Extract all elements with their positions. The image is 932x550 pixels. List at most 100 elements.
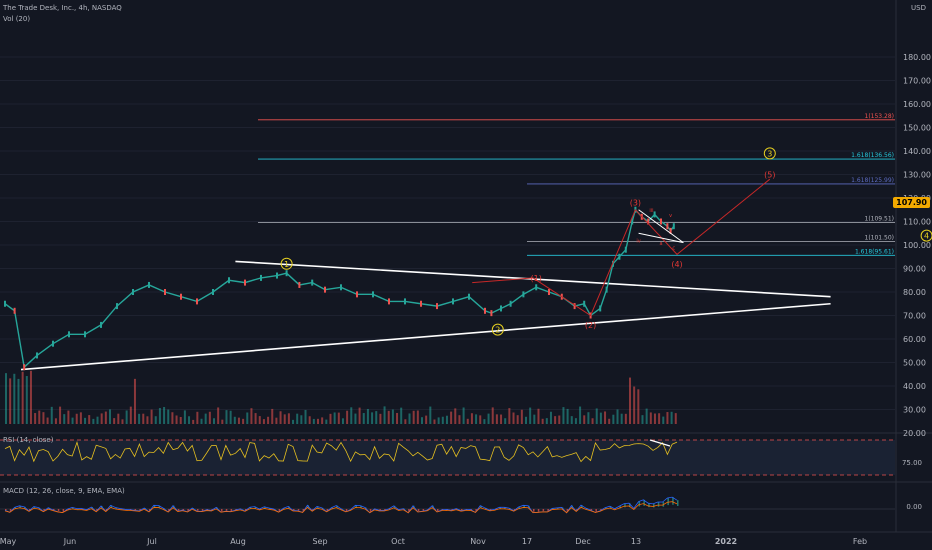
volume-bar <box>554 416 557 424</box>
volume-bar <box>104 411 107 424</box>
price-axis: 20.0030.0040.0050.0060.0070.0080.0090.00… <box>895 0 931 532</box>
volume-label[interactable]: Vol (20) <box>3 15 31 23</box>
volume-bar <box>433 419 436 424</box>
volume-bar <box>67 410 70 424</box>
symbol-title[interactable]: The Trade Desk, Inc., 4h, NASDAQ <box>3 4 122 12</box>
fib-levels: 1(153.28) 1.618(136.56) 1.618(125.99) 1(109… <box>258 113 895 256</box>
macd-histogram-bar <box>605 507 607 509</box>
macd-histogram-bar <box>504 507 506 509</box>
price-point <box>244 279 246 286</box>
volume-bar <box>525 416 527 424</box>
volume-bar <box>366 408 369 424</box>
macd-histogram-bar <box>283 508 285 510</box>
x-tick-label: 2022 <box>715 537 737 546</box>
macd-histogram-bar <box>547 509 549 512</box>
price-point <box>285 270 288 277</box>
macd-histogram-bar <box>499 507 501 509</box>
price-point <box>624 246 627 253</box>
y-tick-label: 140.00 <box>903 147 931 156</box>
volume-bar <box>287 413 290 424</box>
volume-bar <box>183 410 186 424</box>
volume-bar <box>358 407 361 424</box>
macd-histogram-bar <box>648 503 650 508</box>
price-point <box>660 218 662 225</box>
volume-bar <box>171 412 174 424</box>
volume-bar <box>483 419 486 424</box>
macd-histogram-bar <box>62 509 65 512</box>
volume-bar <box>304 409 307 424</box>
volume-bar <box>549 411 552 424</box>
volume-bar <box>383 406 386 424</box>
volume-bar <box>75 413 78 424</box>
volume-bar <box>387 410 390 424</box>
macd-histogram-bar <box>475 509 477 512</box>
volume-bar <box>612 414 615 424</box>
macd-histogram-bar <box>43 509 45 511</box>
volume-bar <box>512 412 515 424</box>
volume-bar <box>325 419 328 424</box>
volume-bar <box>200 418 203 424</box>
macd-histogram-bar <box>619 506 621 509</box>
volume-bar <box>283 414 286 424</box>
currency-label[interactable]: USD <box>911 4 926 12</box>
macd-histogram-bar <box>14 507 17 509</box>
x-tick-label: Sep <box>312 537 327 546</box>
fib-label: 1(153.28) <box>865 113 895 120</box>
macd-label[interactable]: MACD (12, 26, close, 9, EMA, EMA) <box>3 487 125 495</box>
macd-histogram-bar <box>533 509 535 512</box>
macd-histogram-bar <box>72 507 74 509</box>
macd-histogram-bar <box>667 497 669 506</box>
macd-histogram-bar <box>677 500 679 506</box>
volume-bar <box>59 406 62 424</box>
y-tick-label: 110.00 <box>903 218 931 227</box>
x-tick-label: 13 <box>631 537 641 546</box>
wave-circle <box>491 323 504 336</box>
price-point <box>298 281 301 288</box>
volume-bar <box>491 407 494 424</box>
macd-histogram-bar <box>552 508 554 510</box>
volume-bar <box>400 407 403 424</box>
macd-histogram-bar <box>230 509 233 512</box>
volume-bar <box>629 377 631 424</box>
price-point <box>573 303 576 310</box>
rsi-label[interactable]: RSI (14, close) <box>3 436 54 444</box>
price-point <box>618 253 621 260</box>
volume-bar <box>379 413 382 424</box>
y-tick-label: 50.00 <box>903 359 926 368</box>
volume-bar <box>375 411 378 424</box>
volume-bar <box>329 413 332 424</box>
x-tick-label: 17 <box>522 537 532 546</box>
price-point <box>23 364 26 371</box>
price-point <box>509 300 512 307</box>
volume-bar <box>658 413 661 424</box>
volume-bar <box>188 416 191 424</box>
volume-bar <box>425 415 428 424</box>
macd-histogram-bar <box>110 505 113 509</box>
volume-bar <box>516 415 519 424</box>
price-point <box>4 300 6 307</box>
minor-wave-label: iv <box>636 239 640 245</box>
price-point <box>468 293 470 300</box>
price-point <box>180 293 182 300</box>
macd-histogram-bar <box>643 499 645 506</box>
x-tick-label: Nov <box>470 537 486 546</box>
macd-histogram-bar <box>461 509 463 511</box>
y-tick-label: 90.00 <box>903 265 926 274</box>
volume-bar <box>558 415 561 424</box>
volume-bar <box>250 408 253 424</box>
macd-histogram-bar <box>249 507 252 509</box>
rsi-band <box>0 440 895 475</box>
macd-histogram-bar <box>225 509 228 511</box>
y-tick-label: 170.00 <box>903 77 931 86</box>
volume-bar <box>196 411 199 424</box>
macd-histogram-bar <box>614 508 617 510</box>
volume-bar <box>113 418 116 424</box>
macd-histogram-bar <box>657 502 660 507</box>
volume-bar <box>674 413 677 424</box>
volume-bar <box>437 417 440 424</box>
price-point <box>436 303 438 310</box>
price-point <box>666 223 669 230</box>
price-point <box>631 218 634 225</box>
volume-bar <box>233 416 236 424</box>
volume-bar <box>279 411 282 424</box>
